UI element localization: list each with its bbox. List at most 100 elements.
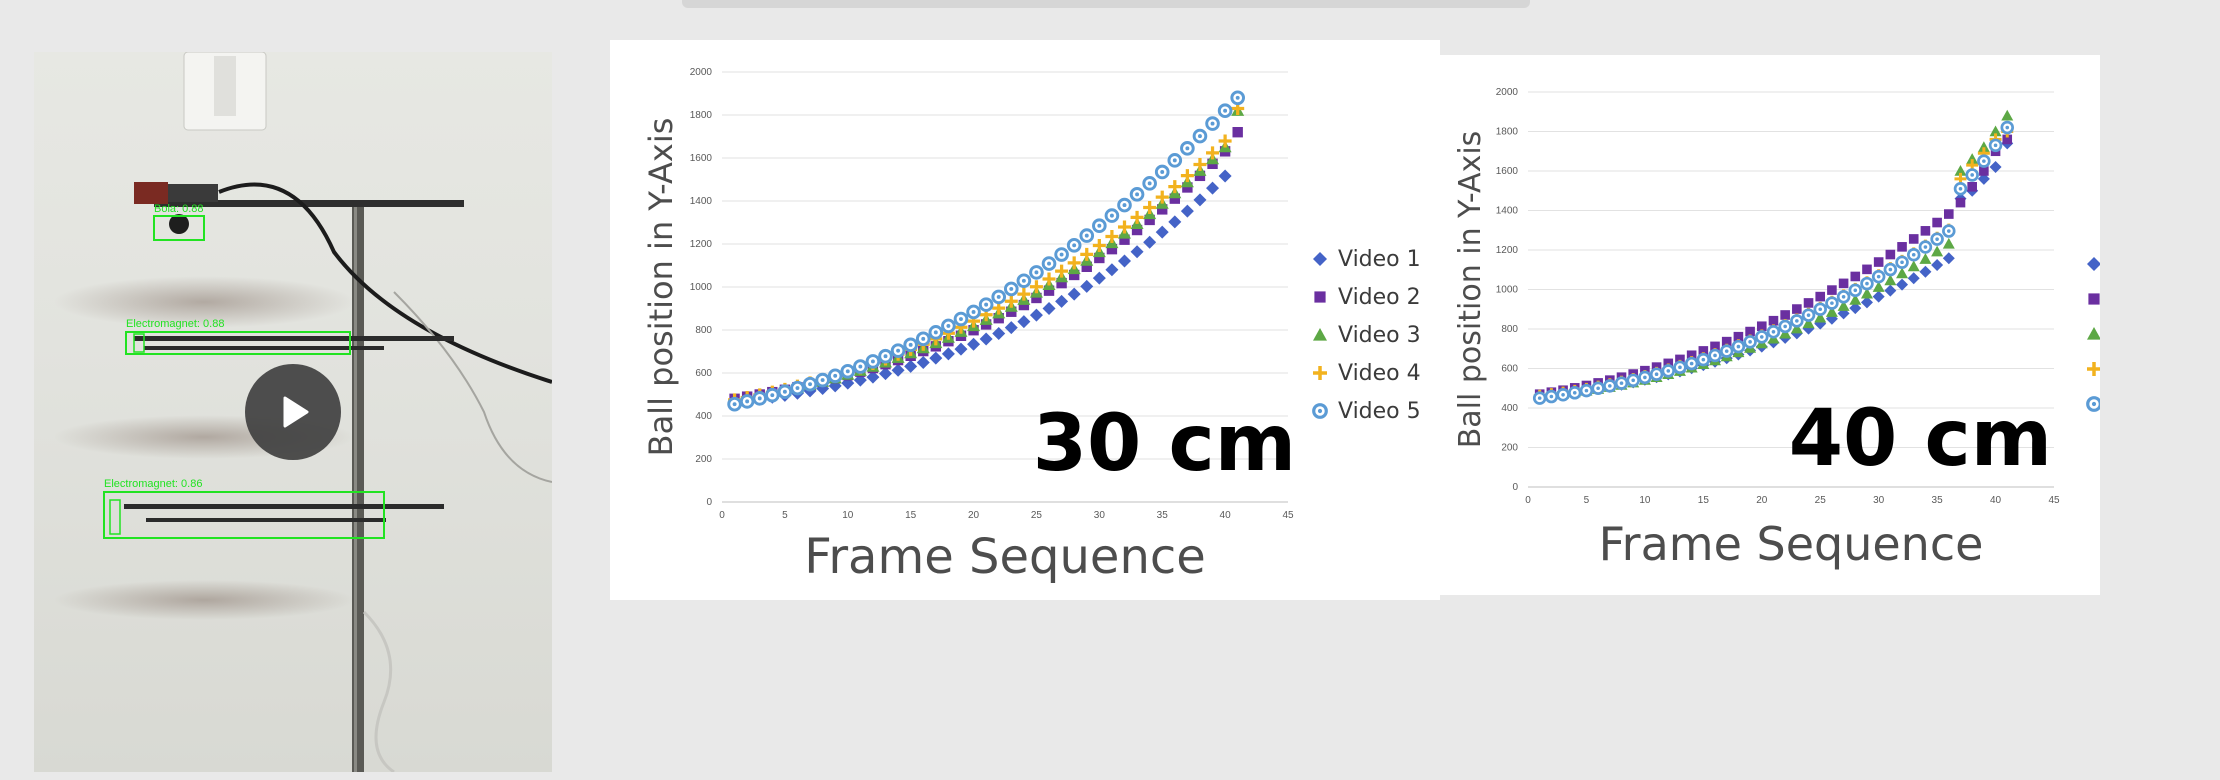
electromagnet-arm — [146, 518, 386, 522]
data-point — [1055, 294, 1069, 308]
data-point — [1004, 294, 1018, 308]
play-button[interactable] — [245, 364, 341, 460]
data-point-center — [808, 382, 812, 387]
data-point-center — [1210, 121, 1215, 126]
data-point-center — [858, 364, 863, 369]
data-point — [1967, 182, 1977, 192]
data-point — [1849, 293, 1862, 305]
data-point — [879, 367, 893, 381]
data-point — [954, 342, 968, 356]
data-point — [1920, 226, 1931, 236]
data-point-center — [1584, 388, 1589, 393]
data-point-center — [1795, 319, 1799, 323]
data-point-center — [757, 396, 762, 401]
data-point — [1979, 166, 1989, 176]
data-point — [1180, 169, 1194, 183]
series-3 — [1533, 109, 2014, 401]
data-point — [1017, 315, 1031, 329]
data-point-center — [1223, 108, 1228, 113]
x-tick-label: 40 — [1220, 510, 1232, 521]
electromagnet-body — [168, 184, 218, 202]
data-point — [1042, 272, 1056, 286]
y-tick-label: 1200 — [1496, 245, 1519, 256]
x-tick-label: 20 — [968, 510, 980, 521]
electromagnet-holder — [134, 182, 168, 204]
data-point — [1131, 224, 1143, 236]
data-point — [1193, 193, 1207, 207]
x-tick-label: 45 — [2048, 495, 2060, 506]
legend-marker — [2088, 293, 2100, 305]
x-tick-label: 45 — [1282, 510, 1294, 521]
y-tick-label: 1000 — [1496, 285, 1519, 296]
data-point — [1849, 302, 1862, 315]
data-point-center — [1135, 192, 1140, 197]
legend-marker — [1314, 291, 1326, 303]
data-point-center — [782, 389, 787, 394]
data-point — [1094, 252, 1105, 264]
data-point — [1897, 242, 1907, 252]
data-point-center — [908, 342, 913, 347]
data-point — [1942, 237, 1955, 249]
x-tick-label: 5 — [782, 510, 788, 521]
x-tick-label: 40 — [1990, 495, 2002, 506]
data-point-center — [1549, 394, 1554, 399]
data-point-center — [1009, 286, 1014, 291]
data-point — [1932, 217, 1942, 228]
data-point — [1081, 261, 1092, 272]
data-point-center — [1689, 361, 1694, 366]
data-point — [1966, 153, 1979, 164]
detection-box-magnet — [103, 491, 385, 539]
data-point-center — [1608, 384, 1612, 388]
data-point — [1792, 304, 1802, 314]
data-point — [1155, 190, 1169, 204]
data-point — [1768, 315, 1779, 326]
data-point-center — [1888, 267, 1893, 272]
data-point — [1143, 200, 1157, 214]
detection-label: Electromagnet: 0.88 — [126, 318, 224, 330]
data-point — [1169, 193, 1180, 204]
data-point — [1182, 182, 1193, 193]
data-point — [1068, 269, 1080, 281]
x-tick-label: 25 — [1031, 510, 1043, 521]
data-point — [1802, 317, 1815, 329]
data-point-center — [959, 317, 963, 321]
data-point-center — [1958, 186, 1963, 191]
y-tick-label: 200 — [1501, 443, 1518, 454]
data-point-center — [1072, 243, 1077, 248]
data-point-center — [1970, 173, 1974, 177]
data-point — [1106, 243, 1118, 255]
data-point — [1206, 146, 1220, 160]
data-point — [1117, 254, 1131, 268]
shadow — [54, 580, 354, 620]
data-point — [1017, 287, 1031, 301]
video-thumbnail[interactable]: Bola: 0.88 Electromagnet: 0.88 Electroma… — [34, 52, 552, 772]
data-point-center — [1771, 329, 1776, 334]
data-point — [1018, 299, 1030, 311]
data-point-center — [1900, 260, 1904, 265]
data-point — [1860, 287, 1873, 299]
data-point — [2001, 109, 2014, 121]
series-5 — [1532, 120, 2014, 405]
data-point-center — [1701, 357, 1706, 362]
data-point-center — [1923, 245, 1928, 249]
x-axis-title: Frame Sequence — [1599, 517, 1984, 571]
data-point-center — [1561, 392, 1565, 397]
data-point-center — [870, 359, 875, 364]
stand-pole-highlight — [354, 202, 357, 772]
data-point-center — [820, 378, 825, 383]
legend-label: Video 2 — [1338, 285, 1421, 310]
y-axis-title: Ball position in Y-Axis — [1453, 131, 1488, 449]
data-point — [979, 332, 993, 346]
legend-item: Video 2 — [2088, 293, 2100, 305]
y-axis-title: Ball position in Y-Axis — [642, 118, 680, 457]
data-point — [1710, 341, 1720, 352]
data-point — [1168, 215, 1182, 229]
distance-label: 30 cm — [1033, 399, 1296, 489]
data-point-center — [971, 309, 976, 314]
electromagnet-arm — [144, 346, 384, 350]
data-point-center — [1059, 252, 1064, 257]
data-point-center — [1783, 324, 1787, 329]
x-tick-label: 30 — [1873, 495, 1885, 506]
data-point-center — [1841, 295, 1846, 299]
y-tick-label: 1400 — [690, 196, 713, 207]
